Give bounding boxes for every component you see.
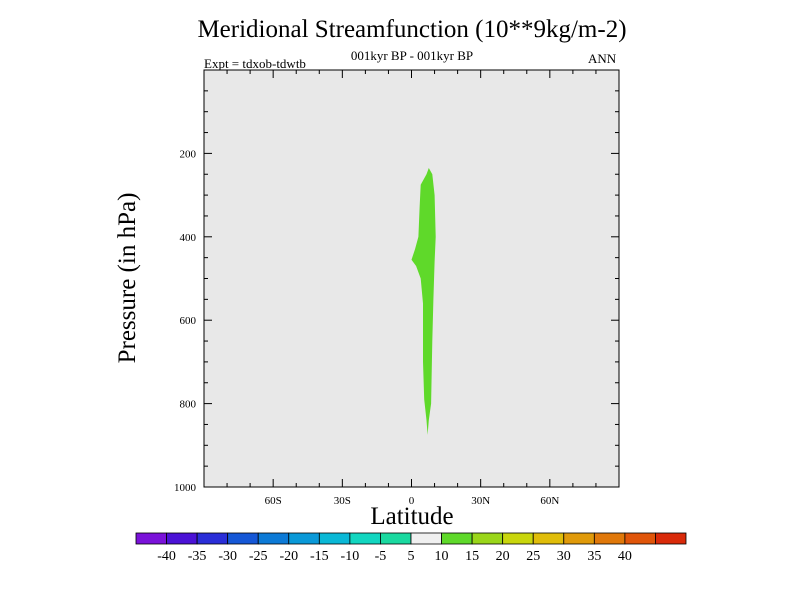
- colorbar-label: 25: [526, 549, 540, 564]
- colorbar-swatch: [532, 532, 565, 545]
- colorbar-swatch: [166, 532, 198, 545]
- x-tick-label: 60S: [265, 495, 282, 507]
- colorbar-swatch: [563, 532, 595, 545]
- colorbar-swatch: [624, 532, 656, 545]
- y-tick-label: 1000: [174, 482, 197, 494]
- colorbar-label: 40: [618, 549, 632, 564]
- colorbar-swatch: [441, 532, 473, 545]
- contour-region-5-10: [411, 168, 436, 435]
- colorbar-label: -5: [375, 549, 387, 564]
- colorbar-swatch: [471, 532, 504, 545]
- colorbar-label: -20: [279, 549, 298, 564]
- colorbar-swatch: [502, 532, 534, 545]
- colorbar-label: 30: [557, 549, 571, 564]
- y-tick-label: 200: [180, 148, 197, 160]
- colorbar-label: -10: [341, 549, 360, 564]
- colorbar-label: -25: [249, 549, 268, 564]
- colorbar-swatch: [593, 532, 626, 545]
- colorbar-label: -15: [310, 549, 329, 564]
- x-tick-label: 0: [409, 495, 415, 507]
- chart-subtitle: 001kyr BP - 001kyr BP: [350, 48, 474, 63]
- season-label: ANN: [588, 51, 617, 66]
- experiment-label: Expt = tdxob-tdwtb: [204, 56, 306, 71]
- colorbar-swatch: [380, 532, 412, 545]
- plot-background: [204, 70, 619, 487]
- colorbar-label: -40: [157, 549, 176, 564]
- x-tick-label: 30S: [334, 495, 351, 507]
- colorbar-label: 20: [496, 549, 510, 564]
- colorbar-label: 35: [587, 549, 601, 564]
- x-tick-label: 60N: [540, 495, 559, 507]
- chart-title: Meridional Streamfunction (10**9kg/m-2): [197, 16, 627, 43]
- colorbar-swatch: [318, 532, 351, 545]
- colorbar-label: 5: [408, 549, 415, 564]
- colorbar-label: 10: [435, 549, 449, 564]
- colorbar-swatch: [196, 532, 229, 545]
- colorbar-label: -35: [188, 549, 207, 564]
- colorbar-swatch: [655, 532, 687, 545]
- y-tick-label: 600: [180, 315, 197, 327]
- y-tick-label: 800: [180, 399, 197, 411]
- colorbar-swatch: [410, 532, 442, 545]
- colorbar-label: -30: [218, 549, 237, 564]
- x-axis-label: Latitude: [370, 503, 454, 530]
- colorbar-label: 15: [465, 549, 479, 564]
- colorbar-swatch: [135, 532, 167, 545]
- colorbar-swatch: [349, 532, 381, 545]
- x-tick-label: 30N: [471, 495, 490, 507]
- colorbar-swatch: [288, 532, 320, 545]
- colorbar-swatch: [257, 532, 290, 545]
- colorbar-swatch: [227, 532, 259, 545]
- y-tick-label: 400: [180, 232, 197, 244]
